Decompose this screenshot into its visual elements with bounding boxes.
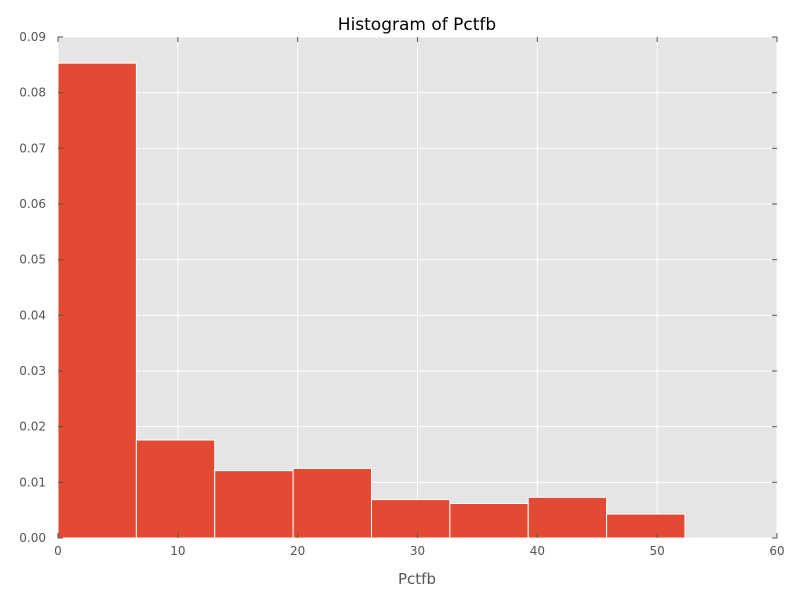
x-tick-label: 10 — [170, 544, 185, 558]
histogram-bars — [57, 62, 686, 539]
y-tick-label: 0.01 — [19, 475, 46, 489]
x-tick-label: 60 — [769, 544, 784, 558]
x-tick-label: 20 — [290, 544, 305, 558]
y-tick-labels: 0.00 0.01 0.02 0.03 0.04 0.05 0.06 0.07 0.08 0.09 — [19, 30, 46, 545]
y-tick-label: 0.06 — [19, 197, 46, 211]
x-axis-label: Pctfb — [398, 570, 436, 588]
y-tick-label: 0.00 — [19, 531, 46, 545]
tick-marks — [57, 36, 778, 539]
histogram-bar — [370, 499, 451, 539]
y-tick-label: 0.04 — [19, 308, 46, 322]
y-tick-label: 0.07 — [19, 141, 46, 155]
y-tick-label: 0.02 — [19, 420, 46, 434]
x-tick-label: 30 — [410, 544, 425, 558]
x-tick-labels: 0 10 20 30 40 50 60 — [54, 544, 784, 558]
histogram-bar — [527, 496, 608, 539]
chart-title: Histogram of Pctfb — [338, 15, 496, 35]
x-tick-label: 50 — [650, 544, 665, 558]
y-tick-label: 0.09 — [19, 30, 46, 44]
x-tick-label: 0 — [54, 544, 62, 558]
histogram-bar — [292, 467, 372, 539]
y-tick-label: 0.05 — [19, 253, 46, 267]
x-tick-label: 40 — [530, 544, 545, 558]
histogram-bar — [214, 470, 294, 539]
y-tick-label: 0.03 — [19, 364, 46, 378]
y-tick-label: 0.08 — [19, 86, 46, 100]
histogram-bar — [449, 502, 529, 539]
histogram-bar — [606, 513, 686, 539]
histogram-bar — [57, 62, 137, 539]
histogram-bar — [135, 439, 216, 539]
